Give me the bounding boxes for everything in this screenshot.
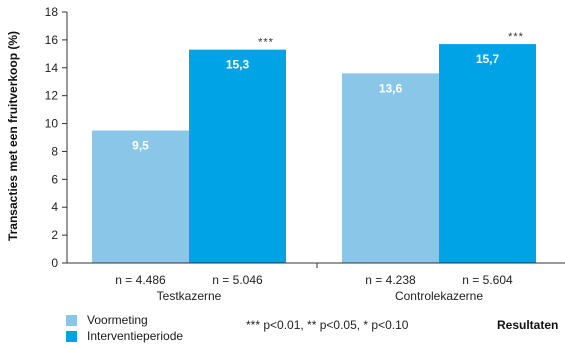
bar-value-label: 9,5 <box>132 139 149 153</box>
legend-swatch-voormeting <box>66 314 77 326</box>
bar-chart: 0 2 4 6 8 10 12 14 16 18 9,5 15,3 *** 13,6 15,7 *** n … <box>6 5 565 303</box>
x-axis: n = 4.486 n = 5.046 Testkazerne n = 4.238 n … <box>67 262 565 303</box>
y-tick-label: 14 <box>45 61 59 75</box>
y-tick-label: 12 <box>45 89 59 103</box>
y-axis-title: Transacties met een fruitverkoop (%) <box>6 31 20 241</box>
legend-label-interventieperiode: Interventieperiode <box>87 329 184 343</box>
n-label: n = 5.046 <box>212 273 263 287</box>
significance-marker: *** <box>508 31 524 43</box>
y-tick-label: 0 <box>51 256 58 270</box>
legend-item-voormeting: Voormeting <box>66 312 183 328</box>
y-tick-label: 10 <box>45 117 59 131</box>
y-tick-label: 6 <box>51 172 58 186</box>
legend-item-interventieperiode: Interventieperiode <box>66 328 183 344</box>
y-tick-label: 2 <box>51 228 58 242</box>
y-tick-label: 8 <box>51 144 58 158</box>
bars <box>92 44 536 264</box>
legend: Voormeting Interventieperiode <box>66 312 183 344</box>
n-label: n = 5.604 <box>462 273 513 287</box>
significance-footnote: *** p<0.01, ** p<0.05, * p<0.10 <box>246 318 409 332</box>
n-label: n = 4.238 <box>365 273 416 287</box>
legend-label-voormeting: Voormeting <box>87 313 148 327</box>
legend-swatch-interventieperiode <box>66 330 77 342</box>
bar-value-label: 15,3 <box>226 58 250 72</box>
group-label: Controlekazerne <box>395 289 483 303</box>
bar-interventieperiode-controlekazerne <box>439 44 536 264</box>
group-label: Testkazerne <box>157 289 222 303</box>
bar-value-label: 15,7 <box>476 52 500 66</box>
bar-interventieperiode-testkazerne <box>189 49 286 264</box>
y-tick-label: 18 <box>45 5 59 19</box>
bar-voormeting-testkazerne <box>92 130 189 263</box>
n-label: n = 4.486 <box>115 273 166 287</box>
y-tick-label: 4 <box>51 200 58 214</box>
bar-value-label: 13,6 <box>379 81 403 95</box>
corner-label: Resultaten <box>497 318 559 332</box>
y-axis: 0 2 4 6 8 10 12 14 16 18 <box>45 5 68 270</box>
significance-marker: *** <box>258 37 274 49</box>
bar-voormeting-controlekazerne <box>342 73 439 263</box>
y-tick-label: 16 <box>45 33 59 47</box>
bar-labels: 9,5 15,3 *** 13,6 15,7 *** <box>132 31 524 153</box>
